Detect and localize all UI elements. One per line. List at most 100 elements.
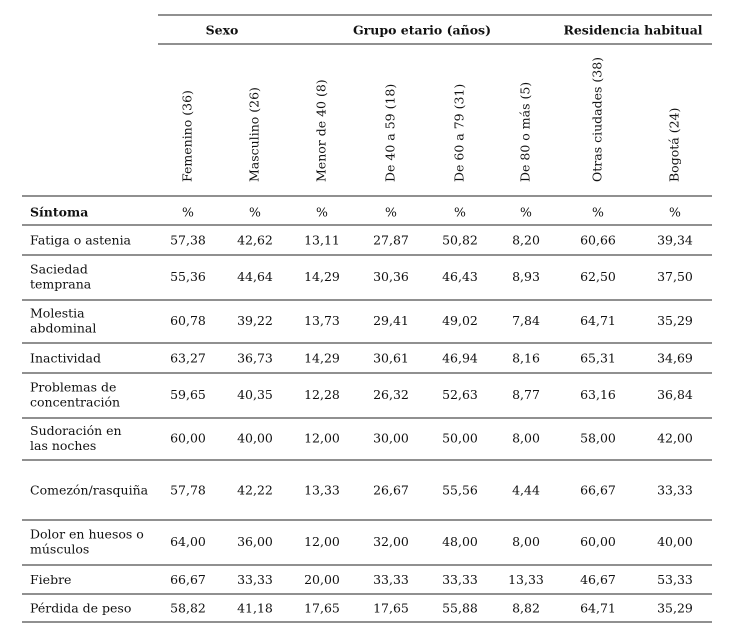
cell-value: 58,82: [170, 601, 206, 616]
cell-value: 60,66: [580, 233, 616, 248]
cell-value: 60,00: [580, 534, 616, 549]
row-label: Saciedad: [30, 262, 88, 277]
cell-value: 64,71: [580, 313, 616, 328]
row-label: abdominal: [30, 321, 96, 336]
cell-value: 32,00: [373, 534, 409, 549]
cell-value: 42,62: [237, 233, 273, 248]
cell-value: 36,00: [237, 534, 273, 549]
cell-value: 44,64: [237, 269, 273, 284]
cell-value: 13,73: [304, 313, 340, 328]
cell-value: 7,84: [512, 313, 540, 328]
unit-label: %: [316, 205, 328, 220]
cell-value: 40,00: [237, 431, 273, 446]
cell-value: 49,02: [442, 313, 478, 328]
column-header: De 80 o más (5): [518, 82, 533, 182]
cell-value: 46,94: [442, 351, 478, 366]
column-header: Menor de 40 (8): [314, 79, 329, 182]
cell-value: 58,00: [580, 431, 616, 446]
cell-value: 12,28: [304, 387, 340, 402]
cell-value: 35,29: [657, 313, 693, 328]
cell-value: 34,69: [657, 351, 693, 366]
row-label: temprana: [30, 277, 92, 292]
cell-value: 14,29: [304, 269, 340, 284]
cell-value: 12,00: [304, 534, 340, 549]
cell-value: 62,50: [580, 269, 616, 284]
row-label: Dolor en huesos o: [30, 527, 144, 542]
row-label: Molestia: [30, 306, 85, 321]
unit-label: %: [385, 205, 397, 220]
unit-label: %: [592, 205, 604, 220]
cell-value: 26,67: [373, 483, 409, 498]
column-header: Bogotá (24): [667, 108, 682, 182]
unit-label: %: [182, 205, 194, 220]
unit-label: %: [249, 205, 261, 220]
column-header: Femenino (36): [180, 90, 195, 182]
cell-value: 17,65: [304, 601, 340, 616]
column-header: Otras ciudades (38): [590, 57, 605, 182]
cell-value: 66,67: [170, 572, 206, 587]
row-label: Sudoración en: [30, 423, 122, 438]
cell-value: 65,31: [580, 351, 616, 366]
cell-value: 33,33: [373, 572, 409, 587]
cell-value: 50,82: [442, 233, 478, 248]
cell-value: 33,33: [657, 483, 693, 498]
cell-value: 20,00: [304, 572, 340, 587]
cell-value: 8,93: [512, 269, 540, 284]
cell-value: 52,63: [442, 387, 478, 402]
cell-value: 33,33: [442, 572, 478, 587]
row-label: concentración: [30, 395, 120, 410]
cell-value: 55,88: [442, 601, 478, 616]
cell-value: 30,00: [373, 431, 409, 446]
cell-value: 8,20: [512, 233, 540, 248]
cell-value: 27,87: [373, 233, 409, 248]
cell-value: 64,71: [580, 601, 616, 616]
group-header: Residencia habitual: [563, 23, 702, 38]
cell-value: 55,56: [442, 483, 478, 498]
cell-value: 35,29: [657, 601, 693, 616]
cell-value: 40,35: [237, 387, 273, 402]
cell-value: 13,33: [508, 572, 544, 587]
group-header: Grupo etario (años): [353, 23, 491, 38]
unit-label: %: [669, 205, 681, 220]
column-header: De 60 a 79 (31): [452, 84, 467, 182]
cell-value: 66,67: [580, 483, 616, 498]
cell-value: 46,67: [580, 572, 616, 587]
cell-value: 8,16: [512, 351, 540, 366]
row-label: Pérdida de peso: [30, 601, 131, 616]
cell-value: 14,29: [304, 351, 340, 366]
row-label: músculos: [30, 542, 89, 557]
cell-value: 8,00: [512, 431, 540, 446]
cell-value: 30,61: [373, 351, 409, 366]
cell-value: 48,00: [442, 534, 478, 549]
cell-value: 41,18: [237, 601, 273, 616]
cell-value: 8,77: [512, 387, 540, 402]
cell-value: 60,00: [170, 431, 206, 446]
row-label: Comezón/rasquiña: [30, 483, 149, 498]
cell-value: 33,33: [237, 572, 273, 587]
cell-value: 13,33: [304, 483, 340, 498]
cell-value: 8,00: [512, 534, 540, 549]
column-header: Masculino (26): [247, 87, 262, 182]
unit-label: %: [520, 205, 532, 220]
cell-value: 36,84: [657, 387, 693, 402]
cell-value: 36,73: [237, 351, 273, 366]
cell-value: 42,00: [657, 431, 693, 446]
cell-value: 26,32: [373, 387, 409, 402]
cell-value: 17,65: [373, 601, 409, 616]
cell-value: 13,11: [304, 233, 340, 248]
cell-value: 55,36: [170, 269, 206, 284]
row-label: Fatiga o astenia: [30, 233, 132, 248]
cell-value: 37,50: [657, 269, 693, 284]
group-header: Sexo: [206, 23, 239, 38]
row-label: las noches: [30, 438, 96, 453]
cell-value: 57,38: [170, 233, 206, 248]
cell-value: 30,36: [373, 269, 409, 284]
cell-value: 42,22: [237, 483, 273, 498]
cell-value: 40,00: [657, 534, 693, 549]
unit-label: %: [454, 205, 466, 220]
cell-value: 4,44: [512, 483, 540, 498]
cell-value: 39,22: [237, 313, 273, 328]
column-header: De 40 a 59 (18): [383, 84, 398, 182]
cell-value: 57,78: [170, 483, 206, 498]
